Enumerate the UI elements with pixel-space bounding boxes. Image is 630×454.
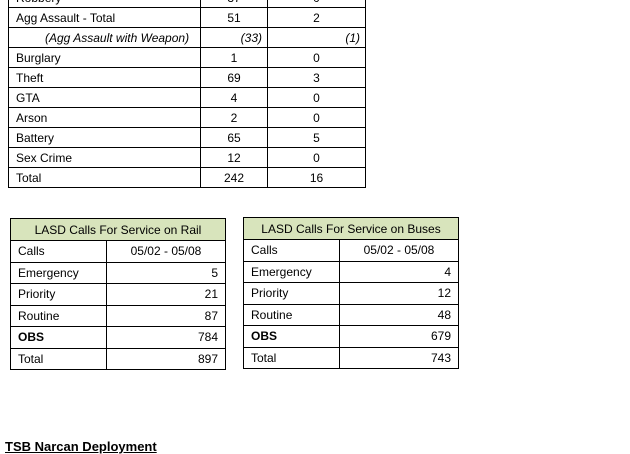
crime-count: 2 — [267, 7, 366, 28]
call-type: Priority — [10, 283, 107, 306]
call-type: Emergency — [243, 260, 340, 283]
crime-count: 16 — [267, 167, 366, 188]
call-count: 4 — [339, 260, 459, 283]
crime-label: Battery — [8, 127, 201, 148]
table-title: LASD Calls For Service on Buses — [243, 217, 459, 240]
column-header: Calls — [10, 240, 107, 263]
call-count: 679 — [339, 325, 459, 348]
crime-count: (33) — [200, 27, 268, 48]
call-count: 784 — [106, 326, 226, 349]
call-type: OBS — [10, 326, 107, 349]
crime-count: (1) — [267, 27, 366, 48]
crime-label: (Agg Assault with Weapon) — [8, 27, 201, 48]
crime-count: 65 — [200, 127, 268, 148]
call-type: OBS — [243, 325, 340, 348]
crime-count: 12 — [200, 147, 268, 168]
crime-label: Arson — [8, 107, 201, 128]
call-type: Priority — [243, 282, 340, 305]
crime-label: GTA — [8, 87, 201, 108]
crime-label: Sex Crime — [8, 147, 201, 168]
call-type: Total — [10, 347, 107, 370]
crime-count: 4 — [200, 87, 268, 108]
call-type: Emergency — [10, 261, 107, 284]
call-count: 897 — [106, 347, 226, 370]
section-title: TSB Narcan Deployment — [5, 439, 157, 454]
call-count: 87 — [106, 304, 226, 327]
crime-count: 2 — [200, 107, 268, 128]
crime-count: 0 — [267, 107, 366, 128]
call-count: 21 — [106, 283, 226, 306]
call-type: Total — [243, 346, 340, 369]
crime-count: 3 — [267, 67, 366, 88]
crime-count: 0 — [267, 87, 366, 108]
crime-count: 69 — [200, 67, 268, 88]
column-header: Calls — [243, 239, 340, 262]
crime-count: 5 — [267, 127, 366, 148]
crime-label: Agg Assault - Total — [8, 7, 201, 28]
call-count: 743 — [339, 346, 459, 369]
crime-count: 1 — [200, 47, 268, 68]
crime-label: Total — [8, 167, 201, 188]
crime-count: 0 — [267, 147, 366, 168]
call-type: Routine — [243, 303, 340, 326]
table-title: LASD Calls For Service on Rail — [10, 218, 226, 241]
crime-count: 0 — [267, 47, 366, 68]
crime-label: Burglary — [8, 47, 201, 68]
call-count: 48 — [339, 303, 459, 326]
column-header: 05/02 - 05/08 — [106, 240, 226, 263]
crime-count: 242 — [200, 167, 268, 188]
call-count: 12 — [339, 282, 459, 305]
call-count: 5 — [106, 261, 226, 284]
crime-count: 51 — [200, 7, 268, 28]
call-type: Routine — [10, 304, 107, 327]
crime-label: Theft — [8, 67, 201, 88]
column-header: 05/02 - 05/08 — [339, 239, 459, 262]
